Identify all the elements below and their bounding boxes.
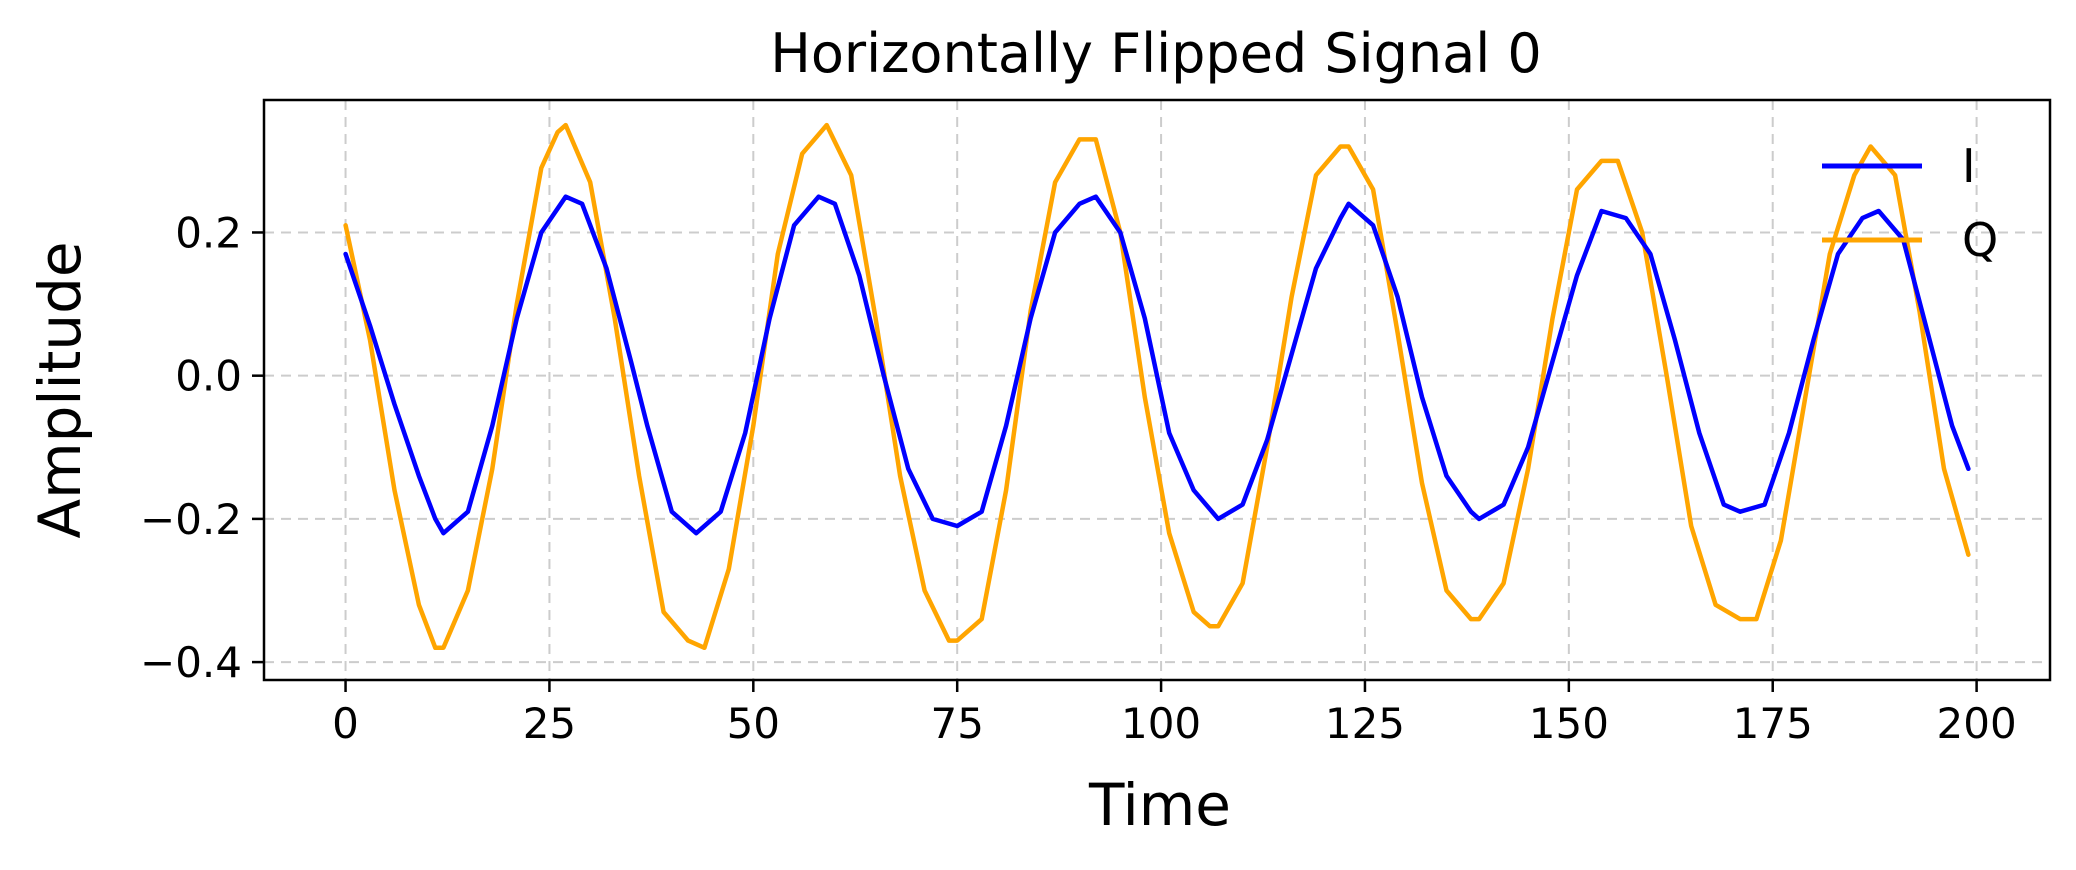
y-axis-ticks: −0.4 −0.2 0.0 0.2 <box>140 208 264 687</box>
legend: IQ <box>1822 139 1998 267</box>
y-tick-label: 0.0 <box>175 352 242 401</box>
x-tick-label: 50 <box>727 699 780 748</box>
x-tick-label: 0 <box>332 699 359 748</box>
x-tick-label: 200 <box>1937 699 2017 748</box>
plot-series <box>343 122 1971 651</box>
y-axis-label: Amplitude <box>26 241 94 538</box>
x-tick-label: 25 <box>523 699 576 748</box>
chart-title: Horizontally Flipped Signal 0 <box>770 22 1542 85</box>
y-tick-label: −0.4 <box>140 638 242 687</box>
x-tick-label: 150 <box>1529 699 1609 748</box>
x-axis-ticks: 0 25 50 75 100 125 150 175 200 <box>332 680 2017 748</box>
legend-label-i: I <box>1962 139 1976 193</box>
x-tick-label: 100 <box>1121 699 1201 748</box>
x-tick-label: 125 <box>1325 699 1405 748</box>
x-tick-label: 175 <box>1733 699 1813 748</box>
x-tick-label: 75 <box>930 699 983 748</box>
series-line-q <box>343 122 1971 651</box>
x-axis-label: Time <box>1088 771 1231 839</box>
legend-label-q: Q <box>1962 213 1998 267</box>
plot-frame <box>262 98 2052 682</box>
y-tick-label: −0.2 <box>140 495 242 544</box>
y-tick-label: 0.2 <box>175 208 242 257</box>
grid <box>264 100 2050 680</box>
series-line-i <box>343 194 1971 536</box>
